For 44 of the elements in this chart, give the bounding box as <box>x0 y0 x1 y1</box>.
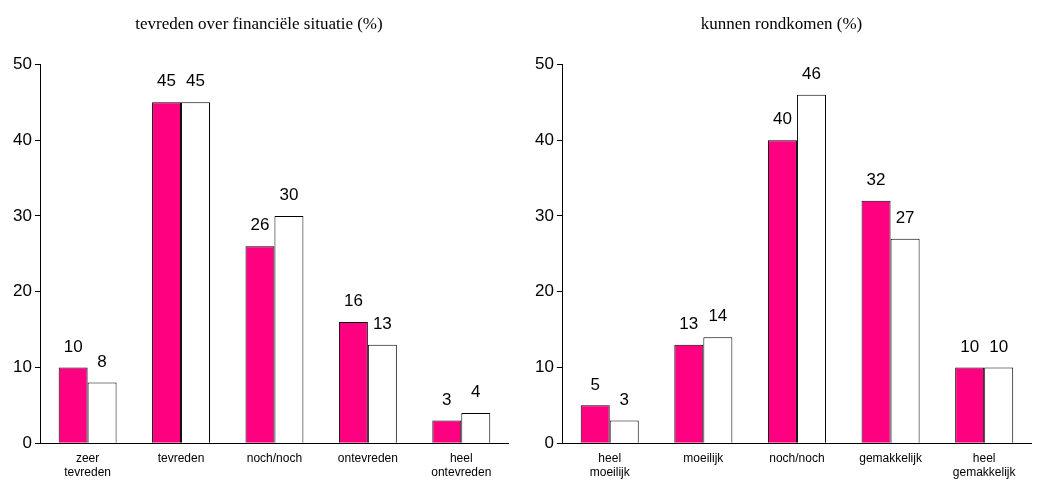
y-tick-label: 50 <box>12 54 32 74</box>
data-label: 10 <box>63 336 83 356</box>
data-label: 3 <box>442 389 452 409</box>
y-tick-label: 30 <box>534 205 554 225</box>
data-label: 5 <box>590 374 600 394</box>
data-label: 13 <box>372 313 392 333</box>
data-label: 10 <box>989 336 1009 356</box>
y-tick-label: 40 <box>12 129 32 149</box>
y-tick-label: 20 <box>534 281 554 301</box>
y-tick-label: 10 <box>534 357 554 377</box>
y-tick-label: 40 <box>534 129 554 149</box>
data-label: 45 <box>157 71 177 91</box>
x-tick-label: moeilijk <box>683 450 725 465</box>
data-label: 8 <box>97 351 107 371</box>
data-label: 10 <box>960 336 980 356</box>
data-label: 45 <box>186 71 205 91</box>
x-tick-label: gemakkelijk <box>859 450 923 465</box>
data-label: 27 <box>895 207 915 227</box>
data-label: 30 <box>279 185 299 205</box>
x-tick-label: ontevreden <box>337 450 398 465</box>
x-tick-label: zeer tevreden <box>64 450 111 480</box>
y-tick-label: 0 <box>544 432 554 452</box>
y-tick-label: 0 <box>22 432 32 452</box>
x-tick-label: noch/noch <box>246 450 303 465</box>
data-label: 26 <box>250 215 270 235</box>
y-tick-label: 20 <box>12 281 32 301</box>
data-label: 32 <box>866 169 886 189</box>
chart-title: kunnen rondkomen (%) <box>700 13 863 33</box>
data-label: 14 <box>708 306 728 326</box>
x-tick-label: heel ontevreden <box>431 450 492 480</box>
data-label: 3 <box>619 389 629 409</box>
x-tick-label: noch/noch <box>769 450 825 465</box>
y-tick-label: 10 <box>12 357 32 377</box>
y-tick-label: 50 <box>534 54 554 74</box>
data-label: 4 <box>471 382 481 402</box>
chart-title: tevreden over financiële situatie (%) <box>135 13 383 33</box>
data-label: 13 <box>679 313 699 333</box>
data-label: 16 <box>343 291 363 311</box>
x-tick-label: heel gemakkelijk <box>952 450 1017 480</box>
data-label: 46 <box>802 63 821 83</box>
x-tick-label: tevreden <box>157 450 205 465</box>
x-tick-label: heel moeilijk <box>589 450 631 480</box>
data-label: 40 <box>772 109 792 129</box>
y-tick-label: 30 <box>12 205 32 225</box>
